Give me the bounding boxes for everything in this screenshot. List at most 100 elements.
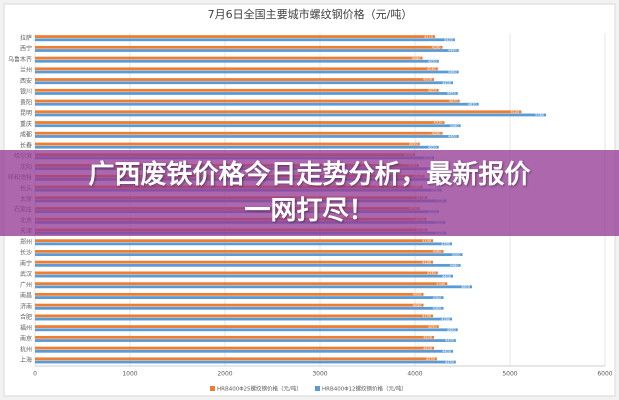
- y-tick-label: 重庆: [20, 120, 32, 128]
- legend-label: HRB400Φ25螺纹钢价格（元/吨）: [217, 385, 302, 393]
- value-label: 4250: [428, 145, 437, 149]
- x-tick-label: 0: [33, 371, 37, 378]
- bar: [35, 135, 459, 138]
- value-label: 4200: [423, 78, 432, 82]
- bar: [35, 88, 439, 92]
- bar: [35, 296, 444, 299]
- value-label: 4200: [423, 336, 432, 340]
- value-label: 4250: [428, 88, 437, 92]
- bar: [35, 349, 453, 353]
- x-tick-label: 3000: [312, 371, 327, 378]
- y-tick-label: 长春: [20, 141, 32, 149]
- value-label: 4480: [450, 124, 459, 128]
- y-tick-label: 拉萨: [20, 34, 32, 42]
- bar: [35, 325, 439, 329]
- y-tick-label: 昆明: [20, 110, 32, 117]
- y-tick-label: 西宁: [20, 45, 32, 53]
- bar: [35, 306, 444, 310]
- value-label: 4460: [448, 49, 457, 53]
- value-label: 4310: [434, 121, 443, 125]
- value-label: 4230: [426, 357, 435, 361]
- value-label: 5380: [535, 113, 544, 117]
- value-label: 4450: [447, 92, 456, 96]
- legend-swatch: [210, 386, 215, 391]
- bar: [35, 271, 438, 275]
- value-label: 4390: [441, 317, 450, 321]
- value-label: 4430: [445, 339, 454, 343]
- y-tick-label: 西安: [20, 77, 32, 85]
- y-tick-label: 郑州: [20, 238, 32, 246]
- bar: [35, 285, 472, 289]
- y-tick-label: 武汉: [20, 270, 32, 278]
- value-label: 4240: [427, 67, 436, 71]
- bar: [35, 292, 424, 296]
- value-label: 4470: [449, 99, 458, 103]
- headline: 广西废铁价格今日走势分析，最新报价一网打尽！: [88, 160, 531, 226]
- bar: [35, 360, 456, 364]
- bar: [35, 113, 547, 117]
- value-label: 4050: [409, 142, 418, 146]
- y-tick-label: 南昌: [20, 292, 32, 300]
- bar: [35, 92, 458, 95]
- bar: [35, 335, 434, 339]
- value-label: 4250: [428, 325, 437, 329]
- value-label: 4600: [461, 285, 470, 289]
- bar: [35, 131, 443, 135]
- y-tick-label: 南宁: [20, 259, 32, 267]
- value-label: 4090: [413, 303, 422, 307]
- bar: [35, 282, 448, 286]
- x-tick-label: 2000: [217, 371, 232, 378]
- value-label: 4080: [412, 56, 421, 60]
- y-tick-label: 福州: [20, 324, 32, 332]
- bar: [35, 70, 459, 74]
- bar: [35, 121, 445, 124]
- value-label: 4300: [433, 307, 442, 311]
- y-tick-label: 广州: [20, 281, 32, 289]
- bar: [35, 124, 461, 128]
- chart-title: 7月6日全国主要城市螺纹钢价格（元/吨）: [208, 7, 413, 21]
- y-tick-label: 兰州: [20, 66, 32, 74]
- y-tick-label: 杭州: [20, 345, 32, 353]
- value-label: 4200: [423, 346, 432, 350]
- bar: [35, 253, 463, 257]
- bar: [35, 346, 434, 350]
- bar: [35, 67, 438, 71]
- value-label: 4300: [433, 250, 442, 254]
- bar: [35, 242, 453, 246]
- value-label: 4400: [442, 274, 451, 278]
- bar: [35, 239, 434, 243]
- y-tick-label: 成都: [20, 131, 32, 139]
- bar: [35, 260, 434, 264]
- y-tick-label: 济南: [20, 302, 32, 310]
- bar: [35, 78, 434, 81]
- x-tick-label: 4000: [407, 371, 422, 378]
- x-tick-label: 5000: [502, 371, 517, 378]
- bar: [35, 145, 439, 149]
- value-label: 4670: [468, 102, 477, 106]
- value-label: 4190: [422, 260, 431, 264]
- value-label: 4190: [422, 239, 431, 243]
- value-label: 4240: [427, 271, 436, 275]
- value-label: 4340: [436, 282, 445, 286]
- bar: [35, 274, 453, 278]
- value-label: 4290: [432, 46, 441, 50]
- value-label: 4500: [452, 253, 461, 257]
- value-label: 4290: [432, 131, 441, 135]
- bar: [35, 102, 479, 106]
- bar: [35, 339, 456, 342]
- bar: [35, 38, 455, 42]
- value-label: 4390: [441, 242, 450, 246]
- y-tick-label: 长沙: [20, 249, 32, 257]
- bar: [35, 35, 435, 38]
- x-tick-label: 6000: [597, 371, 612, 378]
- value-label: 4250: [428, 59, 437, 63]
- bar: [35, 56, 423, 60]
- value-label: 4300: [433, 296, 442, 300]
- y-tick-label: 南京: [20, 335, 32, 343]
- value-label: 5120: [510, 110, 519, 114]
- legend-swatch: [315, 386, 320, 391]
- bar: [35, 45, 443, 49]
- bar: [35, 303, 424, 307]
- value-label: 4400: [442, 349, 451, 353]
- y-tick-label: 银川: [20, 88, 32, 96]
